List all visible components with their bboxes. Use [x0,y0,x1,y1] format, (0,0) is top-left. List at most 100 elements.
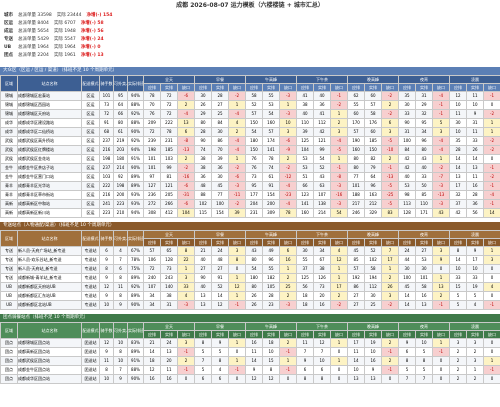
cell: 34 [143,291,161,301]
cell: 3 [449,338,468,348]
cell: 0 [330,347,349,357]
section: 专送站点（人物通配/渠道）（排班不足 10 个周期单元） 区域 站点名称 配送模式 骑手… [0,222,500,310]
summary-line: 成运 总派单量 5654 实际 1948 净增(-) 56 [4,28,496,36]
cell: 9 [466,109,485,119]
cell: 10 [99,300,114,310]
cell: 212 [364,199,383,209]
cell: 100 [398,273,417,283]
group-header: 下午茶 [296,75,349,84]
cell: 100 [398,136,417,146]
data-row: 成华 成都成华区建设路站 区运 91 80 88% 209 222 13 80 84 4 150 160 1… [0,118,500,128]
cell: 3 [177,338,195,348]
cell: 7 [113,365,128,375]
section-title: 专送站点（人物通配/渠道）（排班不足 10 个周期单元） [0,222,500,230]
cell: 8 [228,255,246,265]
cell: 27 [415,246,434,256]
cell: 2 [381,356,400,366]
cell: 31 [160,300,178,310]
data-table: 区域站点名称配送模式骑手数可外卖人数实际排班率全天早餐午高峰下午茶晚高峰夜宵凌晨… [0,322,500,384]
cell: 83% [127,338,144,348]
cell: 89% [127,273,144,283]
cell: 9 [99,347,114,357]
cell: 78 [278,208,298,218]
cell: 专送站 [81,246,100,256]
sub-header: 缺口 [330,83,349,92]
cell: -2 [381,91,400,101]
cell: 13 [194,300,212,310]
cell: 127 [143,181,161,191]
cell: 1 [330,356,349,366]
cell: 10 [449,264,468,274]
cell: 93% [127,199,144,209]
cell: 204 [245,199,263,209]
cell: 309 [262,208,280,218]
cell: 53 [262,100,280,110]
column-header: 区域 [0,75,18,92]
cell: 专送站 [81,255,100,265]
cell: 42 [449,208,468,218]
cell: 40 [296,109,315,119]
cell: 40 [415,163,434,173]
cell: 6 [381,118,400,128]
cell: 0 [177,374,195,384]
summary-item: 净增(-) 24 [80,37,104,42]
cell: 138 [313,199,332,209]
cell: 19 [364,338,383,348]
cell: 6 [177,127,195,137]
cell: 12 [143,365,161,375]
cell: 武侯 [0,136,18,146]
cell: 53 [296,154,315,164]
cell: 49 [262,246,280,256]
cell: 53 [296,163,315,173]
cell: 22 [177,255,195,265]
cell: 25 [364,300,383,310]
cell: 成都锦城区团点站 [17,338,82,348]
cell: -6 [177,181,195,191]
cell: -1 [330,163,349,173]
summary-item: 总派单量 33598 [18,13,52,18]
cell: 区运 [81,109,100,119]
cell: 74 [262,163,280,173]
cell: 金牛 [0,163,18,173]
cell: 57 [262,127,280,137]
cell: 10 [466,100,485,110]
sub-header: 应排 [347,238,366,247]
sub-header: 缺口 [381,238,400,247]
cell: 1 [330,338,349,348]
cell: 26 [245,291,263,301]
cell: 17 [466,255,485,265]
cell: 24 [398,246,417,256]
cell: 96 [415,136,434,146]
cell: 区运 [81,208,100,218]
cell: 0 [483,154,500,164]
cell: 专送站 [81,282,100,292]
cell: 区运 [81,181,100,191]
cell: 89% [127,347,144,357]
cell: 198 [113,181,128,191]
sub-header: 缺口 [432,83,451,92]
cell: 4 [483,282,500,292]
cell: 80 [245,282,263,292]
data-row: 团点 成都成华区团点站 团送站 10 9 90% 16 16 0 6 6 0 12 12 0 8 8 0 13 13 0… [0,374,500,384]
summary-label: 成运 [4,29,13,34]
cell: -2 [381,300,400,310]
cell: 3 [381,127,400,137]
sub-header: 缺口 [177,238,195,247]
cell: 28 [194,127,212,137]
cell: 团点 [0,356,18,366]
sub-header: 应排 [296,83,315,92]
cell: 90% [127,300,144,310]
cell: 9 [364,365,383,375]
data-row: 武侯 成都武侯区高升桥站 区运 237 219 92% 239 231 -8 90 86 -4 180 1… [0,136,500,146]
group-header: 夜宵 [398,230,451,239]
data-row: 锦城 成都锦城区宏泰站 区运 101 95 94% 78 72 -6 30 28 -2 58 55 -3 41… [0,91,500,101]
data-row: 武侯 成都武侯区红牌楼站 区运 216 203 94% 198 185 -13 74 70 -4 150… [0,145,500,155]
sub-header: 实排 [313,238,332,247]
cell: 27 [211,264,229,274]
group-header: 晚高峰 [347,322,400,331]
cell: 43 [432,208,451,218]
cell: 115 [194,208,212,218]
cell: 9 [432,255,451,265]
cell: -25 [381,190,400,200]
cell: 99 [313,145,332,155]
